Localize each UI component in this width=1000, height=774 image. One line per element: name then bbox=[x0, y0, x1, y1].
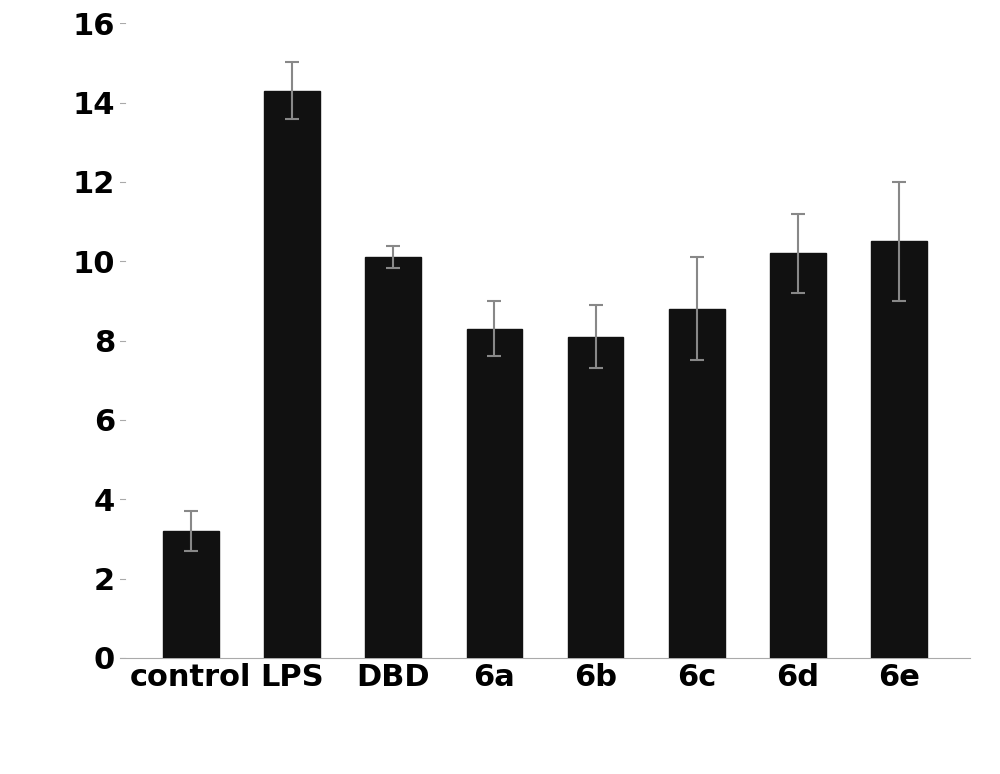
Bar bbox=[669, 309, 725, 658]
Bar bbox=[770, 253, 826, 658]
Bar bbox=[163, 531, 219, 658]
Bar bbox=[467, 329, 522, 658]
Bar bbox=[871, 241, 927, 658]
Bar bbox=[365, 257, 421, 658]
Bar bbox=[264, 91, 320, 658]
Bar bbox=[568, 337, 623, 658]
